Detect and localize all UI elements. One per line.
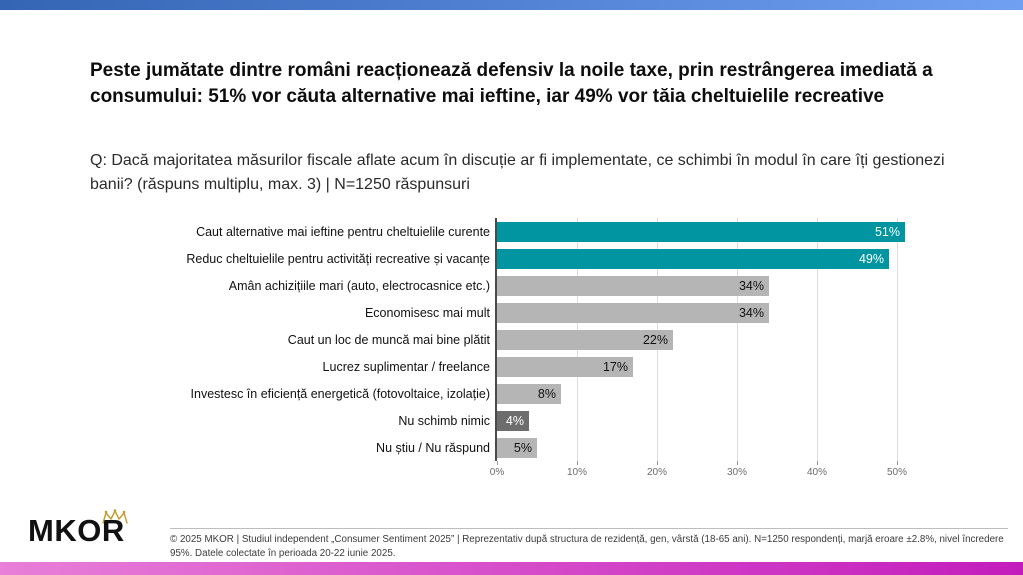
- bar-track: 4%: [497, 410, 909, 431]
- gridline: [817, 218, 818, 461]
- axis-tick: [817, 461, 818, 465]
- survey-question: Q: Dacă majoritatea măsurilor fiscale af…: [90, 152, 945, 193]
- bar: 34%: [497, 302, 769, 323]
- chart-row: Economisesc mai mult 34%: [130, 299, 920, 326]
- bar-label: Nu schimb nimic: [398, 413, 490, 428]
- axis-tick-label: 10%: [566, 467, 587, 478]
- axis-tick-label: 20%: [646, 467, 667, 478]
- chart-row: Reduc cheltuielile pentru activități rec…: [130, 245, 920, 272]
- mkor-logo: MKOR: [28, 508, 158, 558]
- bar-track: 49%: [497, 248, 909, 269]
- bar-label: Economisesc mai mult: [364, 305, 490, 320]
- bar-chart: Caut alternative mai ieftine pentru chel…: [130, 218, 920, 483]
- gridline: [737, 218, 738, 461]
- bar-track: 34%: [497, 275, 909, 296]
- axis-tick: [577, 461, 578, 465]
- chart-row: Nu știu / Nu răspund 5%: [130, 434, 920, 461]
- bar-track: 51%: [497, 221, 909, 242]
- bar: 22%: [497, 329, 673, 350]
- bar-label: Investesc în eficiență energetică (fotov…: [190, 386, 490, 401]
- bar-track: 17%: [497, 356, 909, 377]
- axis-tick-label: 0%: [489, 467, 505, 478]
- bar: 8%: [497, 383, 561, 404]
- bar-value-label: 22%: [642, 332, 668, 347]
- slide-title: Peste jumătate dintre români reacționeaz…: [90, 60, 933, 107]
- bar-label: Caut un loc de muncă mai bine plătit: [287, 332, 490, 347]
- chart-row: Caut alternative mai ieftine pentru chel…: [130, 218, 920, 245]
- bar-value-label: 49%: [858, 251, 884, 266]
- bar-value-label: 17%: [602, 359, 628, 374]
- logo-text: MKOR: [28, 513, 125, 548]
- bar: 17%: [497, 356, 633, 377]
- bar-value-label: 8%: [537, 386, 556, 401]
- axis-tick: [737, 461, 738, 465]
- footer-divider: [170, 528, 1008, 529]
- bar-value-label: 5%: [513, 440, 532, 455]
- axis-tick: [657, 461, 658, 465]
- x-axis: 0% 10% 20% 30% 40% 50%: [130, 461, 920, 483]
- gridline: [897, 218, 898, 461]
- bottom-accent-bar: [0, 562, 1023, 575]
- bar-label: Lucrez suplimentar / freelance: [322, 359, 490, 374]
- bar-value-label: 34%: [738, 278, 764, 293]
- bar: 51%: [497, 221, 905, 242]
- bar-track: 22%: [497, 329, 909, 350]
- bar-track: 8%: [497, 383, 909, 404]
- chart-row: Caut un loc de muncă mai bine plătit 22%: [130, 326, 920, 353]
- axis-tick: [497, 461, 498, 465]
- bar: 4%: [497, 410, 529, 431]
- bar: 49%: [497, 248, 889, 269]
- axis-tick-label: 40%: [806, 467, 827, 478]
- bar-value-label: 51%: [874, 224, 900, 239]
- crown-icon: [102, 509, 128, 524]
- bar: 5%: [497, 437, 537, 458]
- y-axis-line: [495, 218, 497, 461]
- axis-tick: [897, 461, 898, 465]
- footer-note: © 2025 MKOR | Studiul independent „Consu…: [170, 534, 1004, 559]
- bar-track: 34%: [497, 302, 909, 323]
- chart-rows: Caut alternative mai ieftine pentru chel…: [130, 218, 920, 461]
- chart-row: Nu schimb nimic 4%: [130, 407, 920, 434]
- axis-tick-label: 50%: [886, 467, 907, 478]
- chart-row: Amân achizițiile mari (auto, electrocasn…: [130, 272, 920, 299]
- bar: 34%: [497, 275, 769, 296]
- bar-value-label: 34%: [738, 305, 764, 320]
- bar-value-label: 4%: [505, 413, 524, 428]
- bar-label: Nu știu / Nu răspund: [376, 440, 490, 455]
- chart-row: Lucrez suplimentar / freelance 17%: [130, 353, 920, 380]
- bar-label: Amân achizițiile mari (auto, electrocasn…: [228, 278, 490, 293]
- top-accent-bar: [0, 0, 1023, 10]
- bar-track: 5%: [497, 437, 909, 458]
- bar-label: Reduc cheltuielile pentru activități rec…: [186, 251, 490, 266]
- chart-row: Investesc în eficiență energetică (fotov…: [130, 380, 920, 407]
- axis-tick-label: 30%: [726, 467, 747, 478]
- bar-label: Caut alternative mai ieftine pentru chel…: [196, 224, 490, 239]
